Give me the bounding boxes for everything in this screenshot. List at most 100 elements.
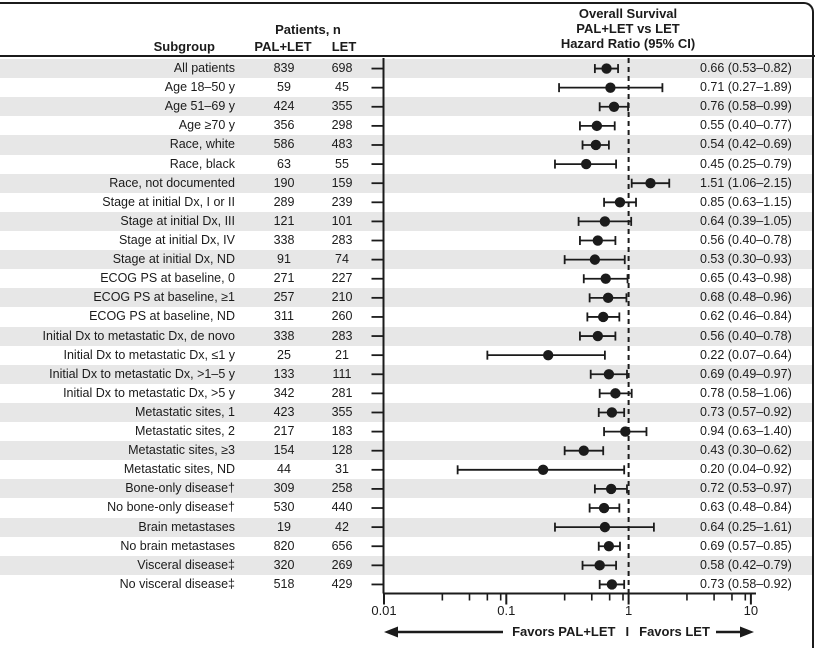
hr-ci-value: 0.45 (0.25–0.79) xyxy=(700,156,792,171)
table-row: No bone-only disease† 530 440 0.63 (0.48–0.… xyxy=(0,498,812,517)
table-row: ECOG PS at baseline, ND 311 260 0.62 (0.46–… xyxy=(0,307,812,326)
hr-ci-value: 0.72 (0.53–0.97) xyxy=(700,481,792,496)
let-n-value: 74 xyxy=(335,252,349,267)
let-n-value: 698 xyxy=(331,61,353,75)
subgroup-label: Age 18–50 y xyxy=(164,80,235,95)
let-n-value: 45 xyxy=(335,80,349,95)
hr-ci-value: 0.69 (0.49–0.97) xyxy=(700,366,792,381)
hr-ci-value: 0.71 (0.27–1.89) xyxy=(700,80,792,95)
hr-ci-value: 0.53 (0.30–0.93) xyxy=(700,252,792,267)
pal-let-n-value: 190 xyxy=(273,175,295,190)
let-n-value: 21 xyxy=(335,347,349,362)
pal-let-n-value: 25 xyxy=(277,347,291,362)
pal-let-n-value: 257 xyxy=(273,290,295,305)
hr-ci-value: 1.51 (1.06–2.15) xyxy=(700,175,792,190)
let-n-value: 55 xyxy=(335,156,349,171)
table-row: Initial Dx to metastatic Dx, de novo 338 2… xyxy=(0,326,812,346)
pal-let-n-value: 518 xyxy=(273,576,295,591)
pal-let-n-value: 289 xyxy=(273,194,295,209)
subgroup-label: Race, white xyxy=(169,137,235,152)
subgroup-label: Metastatic sites, 1 xyxy=(134,404,235,419)
subgroup-label: Metastatic sites, ≥3 xyxy=(128,443,235,458)
subgroup-label: Age 51–69 y xyxy=(164,99,235,114)
subgroup-label: Stage at initial Dx, IV xyxy=(118,232,235,247)
let-n-value: 111 xyxy=(332,366,352,381)
let-n-value: 440 xyxy=(331,500,353,515)
pal-let-n-value: 309 xyxy=(273,481,295,496)
let-n-value: 269 xyxy=(331,557,353,572)
plot-title-line1: Overall Survival xyxy=(578,6,678,21)
table-row: Metastatic sites, ND 44 31 0.20 (0.04–0.92) xyxy=(0,460,812,479)
let-column-header: LET xyxy=(331,39,357,54)
let-n-value: 656 xyxy=(331,538,353,553)
pal-let-n-value: 424 xyxy=(273,99,295,114)
subgroup-label: Metastatic sites, 2 xyxy=(134,424,235,439)
let-n-value: 159 xyxy=(331,175,353,190)
subgroup-label: ECOG PS at baseline, 0 xyxy=(100,271,235,286)
hr-ci-value: 0.73 (0.58–0.92) xyxy=(700,576,792,591)
subgroup-label: Stage at initial Dx, ND xyxy=(112,252,235,267)
hr-ci-value: 0.65 (0.43–0.98) xyxy=(700,271,792,286)
let-n-value: 183 xyxy=(331,424,353,439)
pal-let-n-value: 44 xyxy=(277,462,291,477)
pal-let-n-value: 271 xyxy=(273,271,295,286)
hr-ci-value: 0.20 (0.04–0.92) xyxy=(700,462,792,477)
pal-let-n-value: 839 xyxy=(273,61,295,75)
let-n-value: 227 xyxy=(331,271,353,286)
table-row: Visceral disease‡ 320 269 0.58 (0.42–0.79) xyxy=(0,555,812,575)
table-row: Stage at initial Dx, IV 338 283 0.56 (0.40–… xyxy=(0,231,812,250)
let-n-value: 429 xyxy=(331,576,353,591)
patients-n-header: Patients, n xyxy=(275,22,341,37)
subgroup-label: Age ≥70 y xyxy=(178,118,235,133)
plot-title: Overall Survival PAL+LET vs LET Hazard R… xyxy=(478,6,778,51)
pal-let-n-value: 133 xyxy=(273,366,295,381)
let-n-value: 128 xyxy=(331,443,353,458)
x-axis-tick-label: 10 xyxy=(743,603,759,618)
subgroup-label: Initial Dx to metastatic Dx, >5 y xyxy=(63,385,235,400)
table-row: All patients 839 698 0.66 (0.53–0.82) xyxy=(0,59,812,79)
hr-ci-value: 0.43 (0.30–0.62) xyxy=(700,443,792,458)
pal-let-n-value: 154 xyxy=(273,443,295,458)
let-n-value: 281 xyxy=(331,385,353,400)
subgroup-label: Metastatic sites, ND xyxy=(123,462,235,477)
let-n-value: 283 xyxy=(331,232,353,247)
table-row: Race, white 586 483 0.54 (0.42–0.69) xyxy=(0,135,812,155)
pal-let-n-value: 356 xyxy=(273,118,295,133)
hr-ci-value: 0.54 (0.42–0.69) xyxy=(700,137,792,152)
let-n-value: 298 xyxy=(331,118,353,133)
let-n-value: 483 xyxy=(331,137,353,152)
favors-legend: Favors PAL+LET I Favors LET xyxy=(455,622,767,642)
table-row: Brain metastases 19 42 0.64 (0.25–1.61) xyxy=(0,517,812,537)
let-n-value: 258 xyxy=(331,481,353,496)
pal-let-n-value: 63 xyxy=(277,156,291,171)
hr-ci-value: 0.66 (0.53–0.82) xyxy=(700,61,792,75)
x-axis-tick-label: 0.1 xyxy=(497,603,516,618)
hr-ci-value: 0.68 (0.48–0.96) xyxy=(700,290,792,305)
hr-ci-value: 0.85 (0.63–1.15) xyxy=(700,194,792,209)
pal-let-n-value: 423 xyxy=(273,404,295,419)
table-row: ECOG PS at baseline, 0 271 227 0.65 (0.43–0… xyxy=(0,269,812,288)
subgroup-label: Stage at initial Dx, I or II xyxy=(102,194,235,209)
table-row: Metastatic sites, 2 217 183 0.94 (0.63–1.40… xyxy=(0,422,812,441)
table-row: Initial Dx to metastatic Dx, >5 y 342 281 0… xyxy=(0,384,812,403)
subgroup-label: ECOG PS at baseline, ND xyxy=(89,309,235,324)
subgroup-label: Initial Dx to metastatic Dx, >1–5 y xyxy=(49,366,235,381)
hr-ci-value: 0.94 (0.63–1.40) xyxy=(700,424,792,439)
let-n-value: 239 xyxy=(331,194,353,209)
table-row: Initial Dx to metastatic Dx, ≤1 y 25 21 0.2… xyxy=(0,346,812,365)
hr-ci-value: 0.78 (0.58–1.06) xyxy=(700,385,792,400)
table-row: Stage at initial Dx, ND 91 74 0.53 (0.30–0.… xyxy=(0,250,812,270)
hr-ci-value: 0.76 (0.58–0.99) xyxy=(700,99,792,114)
pal-let-n-value: 338 xyxy=(273,232,295,247)
plot-title-line3: Hazard Ratio (95% CI) xyxy=(560,36,696,51)
hr-ci-value: 0.22 (0.07–0.64) xyxy=(700,347,792,362)
let-n-value: 355 xyxy=(331,404,353,419)
table-row: Bone-only disease† 309 258 0.72 (0.53–0.97) xyxy=(0,479,812,499)
pal-let-n-value: 91 xyxy=(277,252,291,267)
subgroup-label: No brain metastases xyxy=(120,538,235,553)
header-divider xyxy=(0,55,815,57)
hr-ci-value: 0.55 (0.40–0.77) xyxy=(700,118,792,133)
hr-ci-value: 0.73 (0.57–0.92) xyxy=(700,404,792,419)
hr-ci-value: 0.56 (0.40–0.78) xyxy=(700,328,792,343)
table-row: ECOG PS at baseline, ≥1 257 210 0.68 (0.48–… xyxy=(0,288,812,308)
